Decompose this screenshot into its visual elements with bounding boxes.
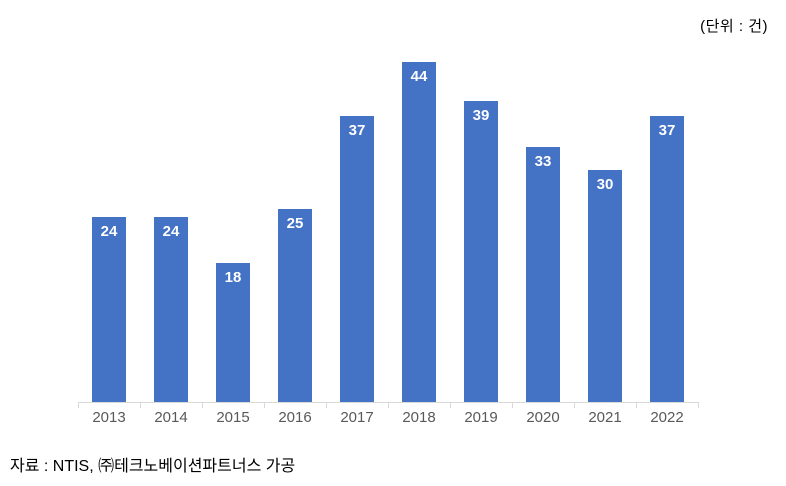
x-axis-tick-mark <box>388 402 389 408</box>
bar-value-label-2018: 44 <box>410 68 428 85</box>
x-axis-tick-mark <box>78 402 79 408</box>
bar-2020: 33 <box>526 147 560 402</box>
x-axis-tick-mark <box>264 402 265 408</box>
x-tick-label-2013: 2013 <box>92 409 126 426</box>
bar-slot-2015: 18 <box>202 62 264 402</box>
x-tick-label-2021: 2021 <box>588 409 622 426</box>
bar-2019: 39 <box>464 101 498 402</box>
bar-value-label-2021: 30 <box>596 176 614 193</box>
unit-label: (단위 : 건) <box>700 18 768 35</box>
x-axis-tick-mark <box>574 402 575 408</box>
bar-2018: 44 <box>402 62 436 402</box>
bar-slot-2016: 25 <box>264 62 326 402</box>
x-axis-tick-mark <box>140 402 141 408</box>
bar-2022: 37 <box>650 116 684 402</box>
x-tick-label-2015: 2015 <box>216 409 250 426</box>
x-axis-tick-mark <box>450 402 451 408</box>
bar-2014: 24 <box>154 217 188 402</box>
bar-value-label-2015: 18 <box>224 269 242 286</box>
source-note: 자료 : NTIS, ㈜테크노베이션파트너스 가공 <box>10 458 296 475</box>
x-axis-tick-mark <box>698 402 699 408</box>
bar-slot-2018: 44 <box>388 62 450 402</box>
bar-value-label-2022: 37 <box>658 122 676 139</box>
x-axis-tick-mark <box>326 402 327 408</box>
x-axis-tick-mark <box>636 402 637 408</box>
x-tick-label-2018: 2018 <box>402 409 436 426</box>
bar-2021: 30 <box>588 170 622 402</box>
plot-area: 24 24 18 25 37 44 39 33 30 37 <box>78 62 698 402</box>
x-tick-label-2019: 2019 <box>464 409 498 426</box>
bar-2013: 24 <box>92 217 126 402</box>
x-tick-label-2020: 2020 <box>526 409 560 426</box>
bar-value-label-2017: 37 <box>348 122 366 139</box>
bar-2016: 25 <box>278 209 312 402</box>
bar-value-label-2016: 25 <box>286 215 304 232</box>
bar-value-label-2014: 24 <box>162 223 180 240</box>
x-tick-label-2014: 2014 <box>154 409 188 426</box>
x-tick-label-2017: 2017 <box>340 409 374 426</box>
bar-slot-2017: 37 <box>326 62 388 402</box>
bar-slot-2019: 39 <box>450 62 512 402</box>
x-tick-label-2016: 2016 <box>278 409 312 426</box>
bar-value-label-2020: 33 <box>534 153 552 170</box>
x-axis-tick-mark <box>202 402 203 408</box>
bar-value-label-2013: 24 <box>100 223 118 240</box>
bar-2015: 18 <box>216 263 250 402</box>
bar-slot-2021: 30 <box>574 62 636 402</box>
bar-slot-2013: 24 <box>78 62 140 402</box>
bar-slot-2014: 24 <box>140 62 202 402</box>
x-axis-tick-mark <box>512 402 513 408</box>
bar-slot-2020: 33 <box>512 62 574 402</box>
bar-value-label-2019: 39 <box>472 107 490 124</box>
bar-slot-2022: 37 <box>636 62 698 402</box>
x-tick-label-2022: 2022 <box>650 409 684 426</box>
bar-2017: 37 <box>340 116 374 402</box>
